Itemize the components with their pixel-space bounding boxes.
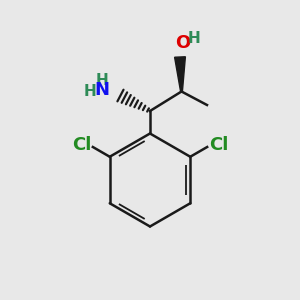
Text: Cl: Cl [72, 136, 91, 154]
Text: H: H [188, 31, 201, 46]
Text: Cl: Cl [209, 136, 228, 154]
Text: H: H [84, 84, 96, 99]
Text: O: O [175, 34, 190, 52]
Polygon shape [175, 57, 185, 92]
Text: H: H [96, 73, 108, 88]
Text: N: N [94, 81, 110, 99]
